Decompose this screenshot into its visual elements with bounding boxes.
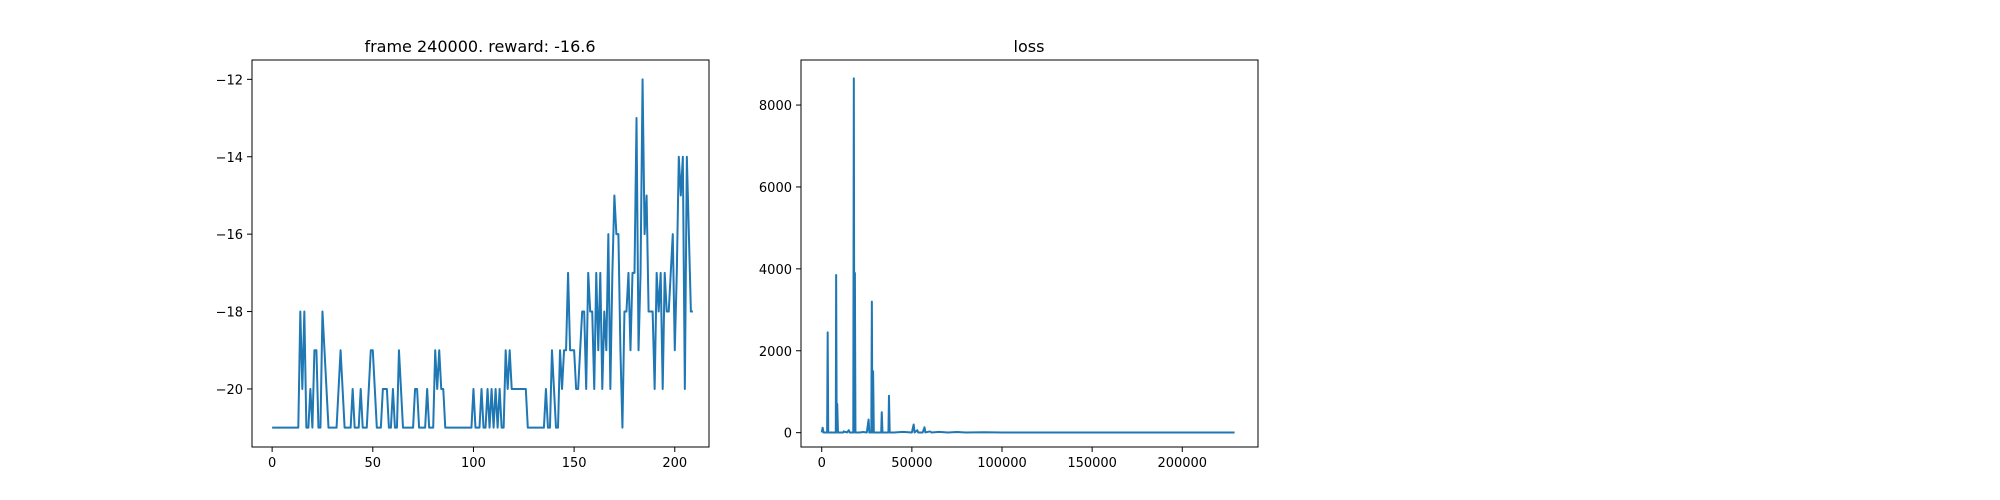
loss-x-tick-label: 0 [818,456,826,471]
reward-y-tick-label: −12 [216,73,243,88]
reward-y-tick-label: −20 [216,383,243,398]
reward-x-tick-label: 200 [662,456,687,471]
loss-chart-frame [800,59,1259,448]
reward-chart-marks: 0 50 100 150 200 −20 −18 −16 −14 −12 [216,73,693,471]
loss-chart-marks: 0 50000 100000 150000 200000 0 2000 4000 6000 800… [759,77,1235,471]
loss-chart: loss 0 50000 100000 150000 200000 0 2000 4000 60… [759,37,1259,471]
loss-x-tick-label: 200000 [1157,456,1207,471]
loss-y-tick-label: 8000 [759,99,792,114]
reward-x-tick-label: 150 [562,456,587,471]
loss-series-line [820,77,1235,434]
reward-chart-frame [251,59,710,448]
reward-y-tick-label: −18 [216,306,243,321]
loss-chart-title: loss [1014,37,1045,56]
reward-chart: frame 240000. reward: -16.6 0 50 100 150 200… [216,37,710,471]
loss-y-tick-label: 6000 [759,181,792,196]
reward-y-tick-label: −14 [216,151,243,166]
loss-x-tick-label: 150000 [1067,456,1117,471]
reward-series-line [272,78,693,429]
loss-y-tick-label: 2000 [759,345,792,360]
loss-y-tick-label: 4000 [759,263,792,278]
loss-y-tick-label: 0 [784,427,792,442]
reward-x-tick-label: 0 [268,456,276,471]
reward-chart-title: frame 240000. reward: -16.6 [364,37,595,56]
reward-y-tick-label: −16 [216,228,243,243]
reward-x-tick-label: 50 [365,456,382,471]
reward-x-tick-label: 100 [461,456,486,471]
loss-x-tick-label: 100000 [977,456,1027,471]
loss-x-tick-label: 50000 [891,456,932,471]
